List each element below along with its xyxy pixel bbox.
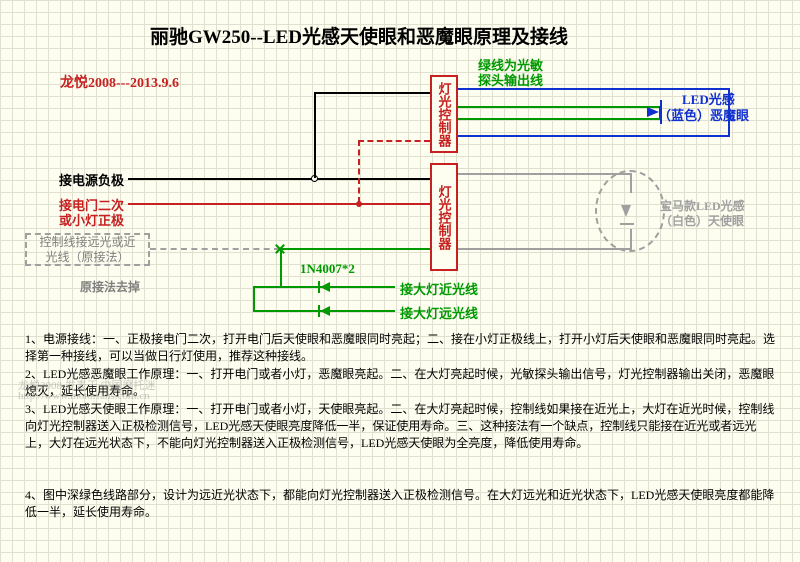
wire	[458, 106, 660, 108]
paragraph-3: 3、LED光感天使眼工作原理：一、打开电门或者小灯，天使眼亮起。二、在大灯亮起时…	[25, 401, 775, 451]
wire-ign-2: 或小灯正极	[59, 210, 124, 229]
led-diode-blue	[647, 107, 659, 117]
paragraph-1: 1、电源接线：一、正极接电门二次，打开电门后天使眼和恶魔眼同时亮起；二、接在小灯…	[25, 331, 775, 365]
diode-bar	[318, 305, 320, 317]
wire	[458, 248, 630, 250]
wire	[280, 248, 430, 250]
wire	[458, 173, 630, 175]
wire	[358, 140, 360, 203]
light-controller-2: 灯光控制器	[430, 163, 458, 271]
wire-disc-label: 原接法去掉	[80, 278, 140, 295]
page-title: 丽驰GW250--LED光感天使眼和恶魔眼原理及接线	[150, 22, 568, 49]
wire	[358, 140, 430, 142]
wire	[280, 248, 282, 288]
wire	[253, 286, 255, 312]
angel-eye-label: （白色）天使眼	[660, 212, 744, 229]
wire	[458, 88, 728, 90]
far-beam-label: 接大灯远光线	[400, 303, 478, 322]
diode-bar	[620, 223, 634, 225]
wire	[314, 92, 430, 94]
wire	[314, 92, 316, 178]
diode-icon	[320, 282, 330, 292]
wire-ctrl-2: 光线（原接法）	[45, 250, 129, 264]
wire-power-neg-label: 接电源负极	[59, 170, 124, 189]
diode-bar	[318, 281, 320, 293]
diodes-label: 1N4007*2	[300, 261, 355, 277]
wire	[728, 88, 730, 137]
wire	[630, 229, 632, 250]
wire	[128, 178, 430, 180]
demon-eye-label: （蓝色）恶魔眼	[658, 105, 749, 124]
author-label: 龙悦2008---2013.9.6	[60, 72, 179, 92]
diode-icon	[320, 306, 330, 316]
wire	[150, 248, 280, 250]
green-note-2: 探头输出线	[478, 70, 543, 89]
light-controller-1: 灯光控制器	[430, 75, 458, 153]
diode-bar	[659, 106, 661, 118]
wire-ctrl-1: 控制线接远光或近	[39, 235, 135, 249]
wire	[458, 118, 660, 120]
wire	[630, 173, 632, 193]
wire	[128, 203, 430, 205]
near-beam-label: 接大灯近光线	[400, 279, 478, 298]
wire	[458, 135, 728, 137]
wire-ctrl-box: 控制线接远光或近 光线（原接法）	[25, 233, 150, 266]
led-diode-gray	[621, 205, 631, 217]
watermark-2: http://www.motorfans.com.cn	[18, 390, 150, 402]
paragraph-4: 4、图中深绿色线路部分，设计为远近光状态下，都能向灯光控制器送入正极检测信号。在…	[25, 487, 775, 521]
